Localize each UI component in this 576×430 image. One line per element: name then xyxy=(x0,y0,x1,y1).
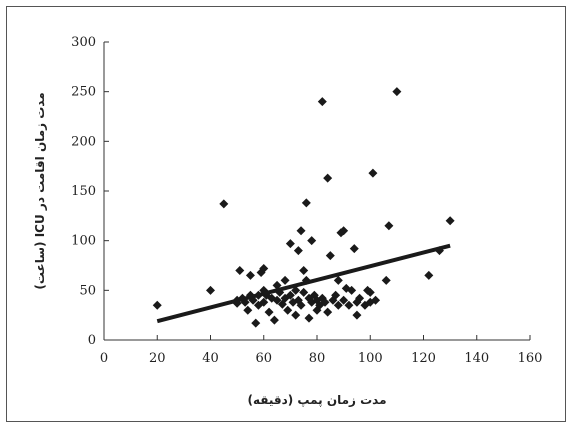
data-point xyxy=(352,310,362,320)
data-point xyxy=(219,199,229,209)
data-point xyxy=(355,293,365,303)
data-point xyxy=(333,275,343,285)
y-tick-label: 0 xyxy=(88,333,96,348)
axes: 0 50 100 150 200 250 300 0 20 40 60 80 100 120 140 160 xyxy=(71,35,542,366)
data-point xyxy=(424,270,434,280)
data-point xyxy=(283,305,293,315)
data-point xyxy=(299,287,309,297)
data-point xyxy=(331,290,341,300)
data-point xyxy=(344,300,354,310)
x-tick-label: 80 xyxy=(309,351,326,366)
data-point xyxy=(296,226,306,236)
data-point xyxy=(259,263,269,273)
data-point xyxy=(243,305,253,315)
data-point xyxy=(259,297,269,307)
x-tick-label: 160 xyxy=(518,351,543,366)
data-point xyxy=(320,297,330,307)
data-point xyxy=(371,295,381,305)
data-point xyxy=(325,251,335,261)
data-point xyxy=(152,300,162,310)
y-axis-title: مدت زمان اقامت در ICU (ساعت) xyxy=(33,92,47,289)
data-point xyxy=(245,270,255,280)
x-tick-label: 120 xyxy=(411,351,436,366)
trendline-segment xyxy=(156,243,451,324)
data-point xyxy=(347,285,357,295)
data-point xyxy=(206,285,215,295)
x-tick-label: 20 xyxy=(149,351,166,366)
x-tick-label: 140 xyxy=(464,351,489,366)
data-point xyxy=(296,300,306,310)
data-point xyxy=(235,265,245,275)
data-point xyxy=(323,307,333,317)
data-point xyxy=(299,265,309,275)
data-point xyxy=(333,300,343,310)
data-point xyxy=(304,313,314,323)
data-point xyxy=(339,295,349,305)
x-tick-label: 40 xyxy=(202,351,219,366)
chart-frame xyxy=(6,6,566,422)
data-point xyxy=(301,198,311,208)
data-point xyxy=(349,244,359,254)
x-tick-label: 100 xyxy=(358,351,383,366)
y-tick-label: 50 xyxy=(79,283,96,298)
data-point xyxy=(251,318,261,328)
data-point xyxy=(317,97,327,107)
data-point xyxy=(280,275,290,285)
x-tick-label: 60 xyxy=(255,351,272,366)
data-points xyxy=(152,87,455,328)
data-point xyxy=(445,216,455,226)
data-point xyxy=(291,310,301,320)
data-point xyxy=(307,236,317,246)
y-tick-label: 250 xyxy=(71,85,96,100)
data-point xyxy=(339,226,349,236)
data-point xyxy=(272,295,282,305)
data-point xyxy=(285,239,295,249)
x-axis-title: مدت زمان پمپ (دقیقه) xyxy=(247,393,386,407)
data-point xyxy=(368,168,378,178)
data-point xyxy=(392,87,402,97)
trendline xyxy=(156,243,451,324)
y-tick-label: 100 xyxy=(71,234,96,249)
y-tick-label: 300 xyxy=(71,35,96,50)
x-tick-label: 0 xyxy=(100,351,108,366)
y-tick-label: 200 xyxy=(71,134,96,149)
data-point xyxy=(381,275,391,285)
data-point xyxy=(285,290,295,300)
data-point xyxy=(323,173,333,183)
data-point xyxy=(384,221,394,231)
data-point xyxy=(269,315,279,325)
data-point xyxy=(293,246,303,256)
data-point xyxy=(365,287,375,297)
data-point xyxy=(264,307,274,317)
y-tick-label: 150 xyxy=(71,184,96,199)
